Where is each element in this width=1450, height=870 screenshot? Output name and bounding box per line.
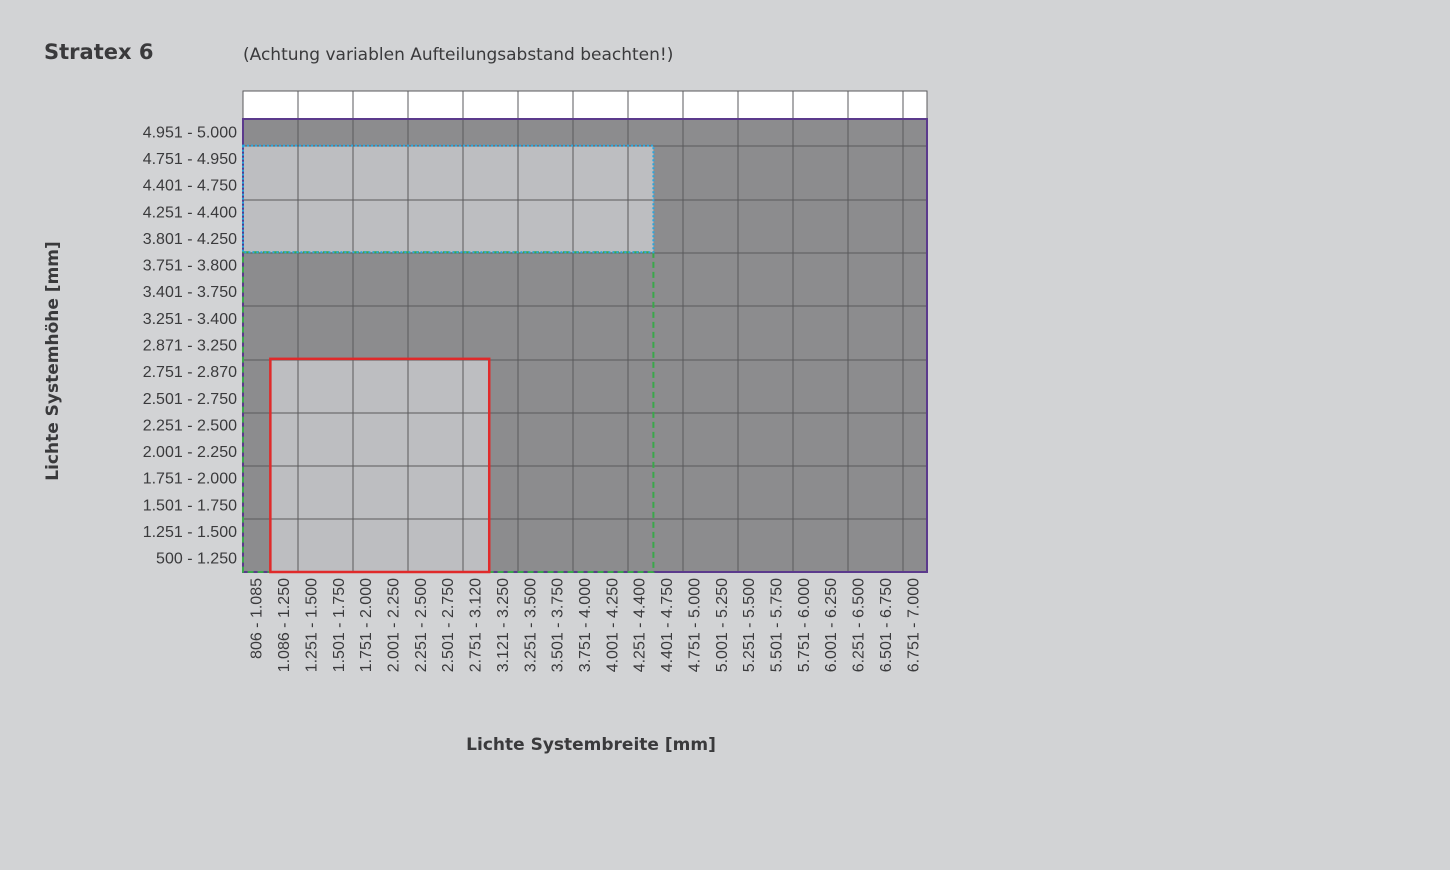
x-tick-label: 5.251 - 5.500 <box>741 578 758 672</box>
header-row <box>242 90 928 120</box>
y-tick-label: 1.751 - 2.000 <box>143 471 237 488</box>
x-tick-label: 5.001 - 5.250 <box>714 578 731 672</box>
x-tick-label: 1.751 - 2.000 <box>358 578 375 672</box>
region-blue <box>242 144 655 254</box>
x-axis-label: Lichte Systembreite [mm] <box>466 735 716 755</box>
x-tick-label: 2.251 - 2.500 <box>413 578 430 672</box>
x-tick-label: 4.401 - 4.750 <box>659 578 676 672</box>
y-tick-label: 1.251 - 1.500 <box>143 524 237 541</box>
region-purple <box>242 118 928 573</box>
y-tick-label: 500 - 1.250 <box>156 551 237 568</box>
y-tick-label: 3.401 - 3.750 <box>143 284 237 301</box>
x-tick-label: 3.251 - 3.500 <box>522 578 539 672</box>
y-tick-label: 1.501 - 1.750 <box>143 497 237 514</box>
x-tick-label: 3.501 - 3.750 <box>550 578 567 672</box>
x-tick-label: 4.251 - 4.400 <box>632 578 649 672</box>
x-tick-label: 6.001 - 6.250 <box>823 578 840 672</box>
x-tick-label: 1.086 - 1.250 <box>276 578 293 672</box>
x-tick-label: 2.001 - 2.250 <box>385 578 402 672</box>
chart-title: Stratex 6 <box>44 40 154 64</box>
x-tick-label: 4.001 - 4.250 <box>604 578 621 672</box>
x-tick-label: 3.751 - 4.000 <box>577 578 594 672</box>
y-tick-label: 4.251 - 4.400 <box>143 204 237 221</box>
y-tick-label: 2.871 - 3.250 <box>143 338 237 355</box>
x-tick-label: 6.751 - 7.000 <box>905 578 922 672</box>
x-tick-label: 2.751 - 3.120 <box>468 578 485 672</box>
y-tick-label: 2.001 - 2.250 <box>143 444 237 461</box>
x-tick-label: 6.501 - 6.750 <box>878 578 895 672</box>
x-tick-label: 6.251 - 6.500 <box>851 578 868 672</box>
y-tick-label: 3.801 - 4.250 <box>143 231 237 248</box>
y-tick-label: 2.501 - 2.750 <box>143 391 237 408</box>
y-tick-label: 4.751 - 4.950 <box>143 151 237 168</box>
light-area <box>243 145 654 253</box>
region-red <box>269 357 491 574</box>
x-tick-label: 5.501 - 5.750 <box>769 578 786 672</box>
x-tick-label: 3.121 - 3.250 <box>495 578 512 672</box>
y-tick-label: 2.251 - 2.500 <box>143 417 237 434</box>
y-tick-label: 4.951 - 5.000 <box>143 124 237 141</box>
y-tick-label: 3.751 - 3.800 <box>143 258 237 275</box>
y-tick-label: 4.401 - 4.750 <box>143 178 237 195</box>
x-tick-label: 5.751 - 6.000 <box>796 578 813 672</box>
x-tick-label: 806 - 1.085 <box>249 578 266 659</box>
x-tick-label: 1.501 - 1.750 <box>331 578 348 672</box>
chart-note: (Achtung variablen Aufteilungsabstand be… <box>243 45 674 65</box>
light-area <box>270 358 490 572</box>
x-tick-label: 1.251 - 1.500 <box>303 578 320 672</box>
y-tick-label: 2.751 - 2.870 <box>143 364 237 381</box>
x-tick-label: 4.751 - 5.000 <box>686 578 703 672</box>
y-tick-label: 3.251 - 3.400 <box>143 311 237 328</box>
x-tick-label: 2.501 - 2.750 <box>440 578 457 672</box>
